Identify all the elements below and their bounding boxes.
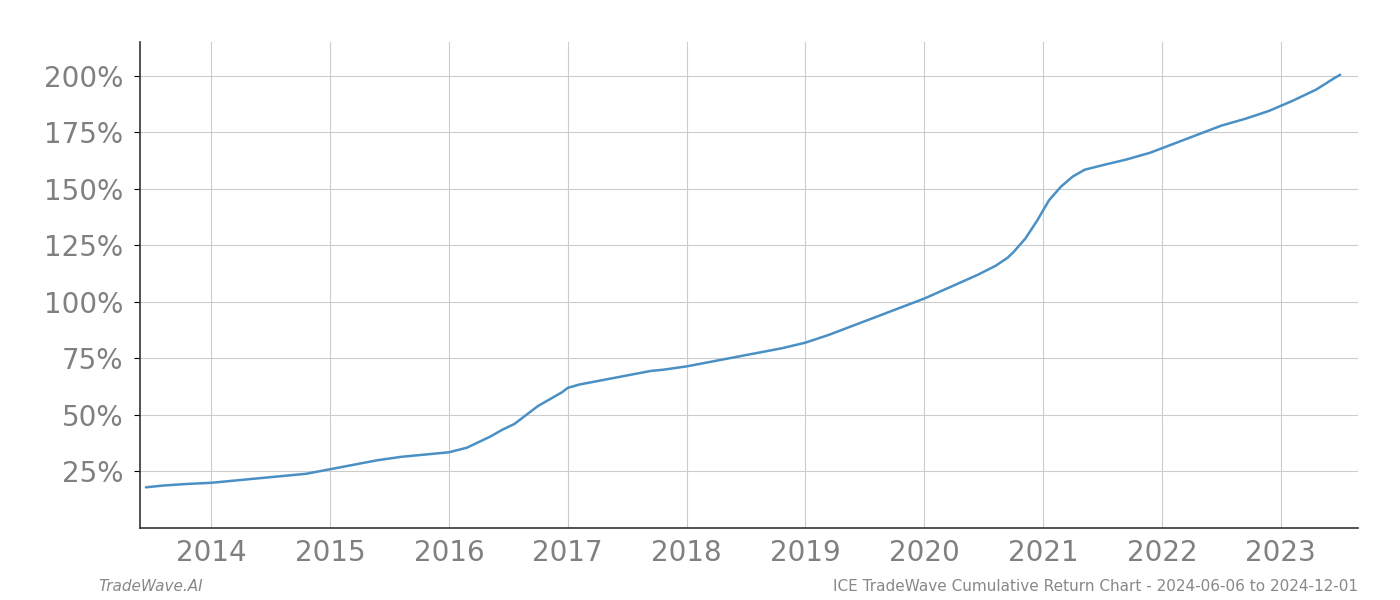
Text: TradeWave.AI: TradeWave.AI bbox=[98, 579, 203, 594]
Text: ICE TradeWave Cumulative Return Chart - 2024-06-06 to 2024-12-01: ICE TradeWave Cumulative Return Chart - … bbox=[833, 579, 1358, 594]
